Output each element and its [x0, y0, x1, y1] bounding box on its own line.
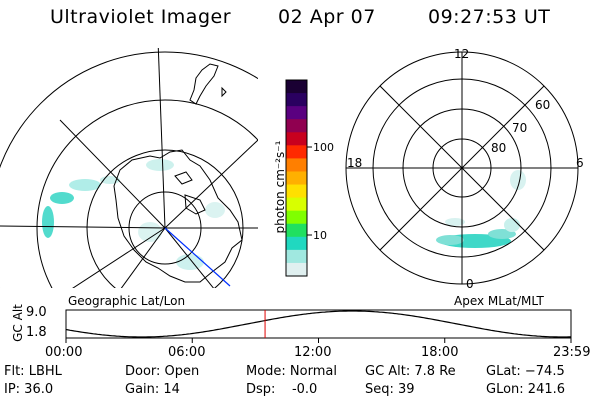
geographic-panel-label: Geographic Lat/Lon [68, 294, 186, 308]
seq-status: Seq: 39 [365, 382, 415, 397]
south-america-coastline [189, 63, 219, 105]
ip-status: IP: 36.0 [4, 382, 54, 397]
time-tick-0600: 06:00 [168, 345, 206, 360]
time-tick-0000: 00:00 [45, 345, 83, 360]
antarctica-coastline [113, 149, 243, 283]
colorbar-swatch [286, 249, 307, 264]
colorbar-tick-100: 100 [313, 141, 334, 154]
instrument-title: Ultraviolet Imager [50, 6, 232, 28]
time-tick-1800: 18:00 [421, 345, 459, 360]
glon-status: GLon: 241.6 [486, 382, 566, 397]
colorbar-swatch [286, 158, 307, 173]
colorbar-swatch [286, 171, 307, 186]
altitude-plot [65, 309, 572, 343]
altitude-axis-label: GC Alt [11, 304, 25, 342]
colorbar-swatch [286, 132, 307, 146]
aurora-emission-mag [436, 170, 526, 248]
lat-label-60: 60 [535, 98, 551, 112]
colorbar-swatch [286, 184, 307, 199]
altitude-ytick-min: 1.8 [26, 325, 47, 340]
dsp-status: Dsp: -0.0 [246, 382, 318, 397]
aurora-emission-geo [42, 159, 225, 270]
mlt-label-18: 18 [347, 156, 363, 170]
color-bar [286, 80, 307, 277]
glat-status: GLat: −74.5 [486, 364, 565, 379]
gc-alt-status: GC Alt: 7.8 Re [365, 364, 456, 379]
altitude-ytick-max: 9.0 [26, 305, 47, 320]
time-label: 09:27:53 UT [428, 6, 551, 28]
colorbar-swatch [286, 93, 307, 107]
altitude-curve [65, 310, 571, 338]
colorbar-swatch [286, 236, 307, 251]
colorbar-swatch [286, 223, 307, 238]
door-status: Door: Open [125, 364, 200, 379]
magnetic-polar-plot [345, 51, 579, 285]
colorbar-unit-label: photon cm⁻²s⁻¹ [273, 140, 287, 234]
magnetic-panel-label: Apex MLat/MLT [454, 294, 544, 308]
colorbar-swatch [286, 197, 307, 212]
lat-label-80: 80 [491, 141, 507, 155]
colorbar-swatch [286, 145, 307, 159]
colorbar-tick-10: 10 [313, 229, 327, 242]
gain-status: Gain: 14 [125, 382, 180, 397]
geographic-map [0, 48, 258, 288]
filter-status: Flt: LBHL [4, 364, 62, 379]
mlt-label-0: 0 [466, 277, 474, 291]
mode-status: Mode: Normal [246, 364, 337, 379]
date-label: 02 Apr 07 [278, 6, 376, 28]
colorbar-swatch [286, 106, 307, 120]
lat-label-70: 70 [512, 121, 528, 135]
time-tick-1200: 12:00 [294, 345, 332, 360]
colorbar-swatch [286, 210, 307, 225]
colorbar-swatch [286, 119, 307, 133]
satellite-ground-track [164, 227, 231, 287]
colorbar-swatch [286, 80, 307, 94]
colorbar-swatch [286, 262, 307, 277]
time-tick-2359: 23:59 [553, 345, 591, 360]
mlt-label-6: 6 [576, 156, 584, 170]
mlt-label-12: 12 [454, 47, 470, 61]
